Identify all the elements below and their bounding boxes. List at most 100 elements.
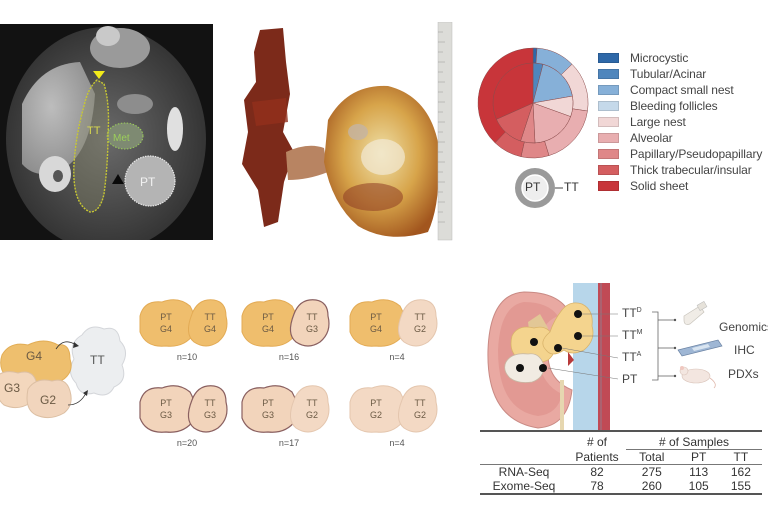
cell-assay: Exome-Seq <box>492 479 556 493</box>
pt-grade: G4 <box>369 324 382 334</box>
legend-label: Alveolar <box>630 131 673 145</box>
pair-count: n=16 <box>278 352 300 362</box>
legend-swatch <box>598 149 619 159</box>
legend-item: Bleeding follicles <box>598 98 768 114</box>
g2-label: G2 <box>40 393 57 407</box>
tt-grade: G2 <box>413 410 426 420</box>
pt-grade: G2 <box>369 410 382 420</box>
cell-patients: 82 <box>590 465 604 479</box>
ring-center-label: PT <box>525 180 541 194</box>
legend-swatch <box>598 181 619 191</box>
th-tt: TT <box>733 450 749 464</box>
legend-label: Tubular/Acinar <box>630 67 707 81</box>
grade-pair: PT G4 TT G4 <box>136 292 238 352</box>
mri-tt-label: TT <box>87 125 101 137</box>
legend-swatch <box>598 117 619 127</box>
tt-label: TT <box>306 312 318 322</box>
grade-pair: PT G3 TT G2 <box>238 378 340 438</box>
tube-icon <box>683 301 708 325</box>
pair-count: n=4 <box>389 352 405 362</box>
legend-label: Bleeding follicles <box>630 99 718 113</box>
mri-image: TT Met PT <box>0 24 213 240</box>
pt-tt-ring-key: PT TT <box>513 166 603 210</box>
legend-label: Thick trabecular/insular <box>630 163 752 177</box>
g3-label: G3 <box>4 381 21 395</box>
cell-tt: 155 <box>730 479 751 493</box>
legend-item: Solid sheet <box>598 178 768 194</box>
legend-label: Compact small nest <box>630 83 734 97</box>
pt-label: PT <box>262 312 274 322</box>
site-label-tt-middle: TTM <box>622 328 643 342</box>
sample-count-table: # of # of Samples Patients Total PT TT R… <box>480 430 762 495</box>
grade-pair: PT G2 TT G2 <box>346 378 448 438</box>
th-total: Total <box>639 450 665 464</box>
legend-swatch <box>598 85 619 95</box>
pt-label: PT <box>370 398 382 408</box>
tt-label: TT <box>90 353 105 367</box>
mouse-icon <box>679 366 716 389</box>
histology-legend: Microcystic Tubular/Acinar Compact small… <box>598 50 768 194</box>
pt-grade: G3 <box>159 410 172 420</box>
legend-item: Thick trabecular/insular <box>598 162 768 178</box>
site-label-tt-distal: TTD <box>622 306 642 320</box>
cell-total: 275 <box>641 465 662 479</box>
legend-swatch <box>598 53 619 63</box>
tt-label: TT <box>204 312 216 322</box>
legend-item: Alveolar <box>598 130 768 146</box>
pt-label: PT <box>160 312 172 322</box>
tt-label: TT <box>306 398 318 408</box>
output-ihc: IHC <box>734 343 755 357</box>
ring-outer-label: TT <box>564 180 579 194</box>
legend-label: Solid sheet <box>630 179 689 193</box>
legend-label: Microcystic <box>630 51 689 65</box>
output-genomics: Genomics <box>719 320 768 334</box>
tt-label: TT <box>414 398 426 408</box>
pt-label: PT <box>370 312 382 322</box>
cell-assay: RNA-Seq <box>498 465 550 479</box>
tt-grade: G2 <box>305 410 318 420</box>
tt-label: TT <box>204 398 216 408</box>
site-label-pt: PT <box>622 372 638 386</box>
cell-patients: 78 <box>590 479 604 493</box>
legend-swatch <box>598 133 619 143</box>
output-pdxs: PDXs <box>728 367 759 381</box>
mri-panel: TT Met PT <box>0 24 213 240</box>
tt-grade: G3 <box>305 324 318 334</box>
sampling-flow-bracket <box>652 301 723 389</box>
pt-label: PT <box>262 398 274 408</box>
th-pt: PT <box>690 450 707 464</box>
tt-grade: G3 <box>203 410 216 420</box>
grade-evolution-diagram: G4 G3 G2 TT <box>0 315 130 450</box>
legend-item: Compact small nest <box>598 82 768 98</box>
grade-pair: PT G3 TT G3 <box>136 378 238 438</box>
pt-label: PT <box>160 398 172 408</box>
pt-grade: G4 <box>261 324 274 334</box>
cell-pt: 105 <box>688 479 709 493</box>
cell-pt: 113 <box>689 465 709 479</box>
mri-pt-label: PT <box>140 175 156 189</box>
tt-grade: G4 <box>203 324 216 334</box>
kidney-sampling-diagram <box>478 270 619 433</box>
site-label-tt-adjacent: TTA <box>622 350 642 364</box>
tt-label: TT <box>414 312 426 322</box>
cell-total: 260 <box>641 479 662 493</box>
histology-sunburst-chart <box>476 46 590 160</box>
pair-count: n=4 <box>389 438 405 448</box>
legend-item: Papillary/Pseudopapillary <box>598 146 768 162</box>
slide-icon <box>677 339 723 357</box>
pt-grade: G4 <box>159 324 172 334</box>
pair-count: n=20 <box>176 438 198 448</box>
cell-tt: 162 <box>730 465 751 479</box>
legend-item: Tubular/Acinar <box>598 66 768 82</box>
legend-item: Microcystic <box>598 50 768 66</box>
legend-label: Papillary/Pseudopapillary <box>630 147 763 161</box>
th-samples: # of Samples <box>626 431 762 450</box>
th-patients-2: Patients <box>575 449 619 464</box>
legend-label: Large nest <box>630 115 686 129</box>
legend-swatch <box>598 69 619 79</box>
grade-pair: PT G4 TT G3 <box>238 292 340 352</box>
table-row: Exome-Seq 78 260 105 155 <box>480 479 762 494</box>
pair-count: n=17 <box>278 438 300 448</box>
g4-label: G4 <box>26 349 43 363</box>
tt-grade: G2 <box>413 324 426 334</box>
